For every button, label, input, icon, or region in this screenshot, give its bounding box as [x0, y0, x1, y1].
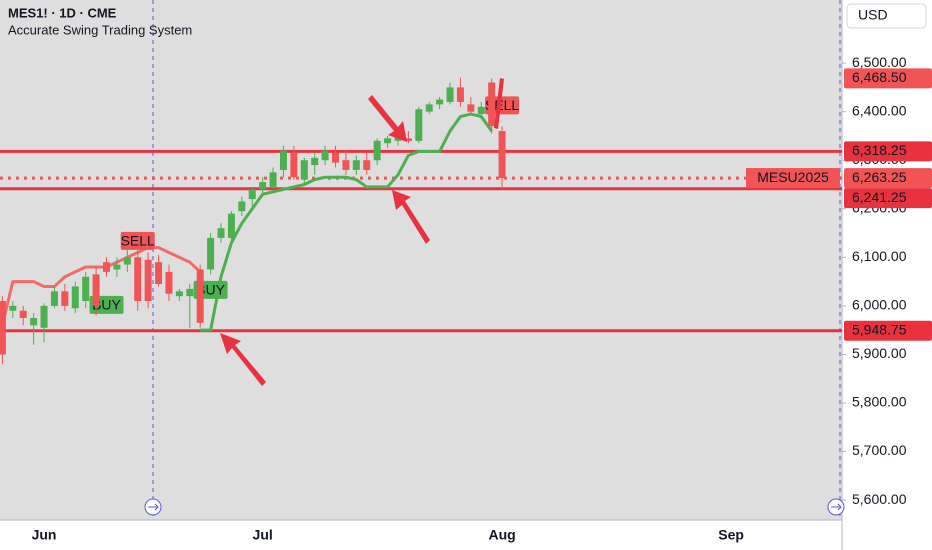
candle-body — [269, 172, 277, 187]
candle-body — [456, 87, 464, 102]
candle-body — [92, 274, 100, 306]
candle-body — [40, 305, 48, 328]
signal-box — [120, 231, 155, 250]
candle-body — [19, 310, 27, 319]
price-label-box — [844, 188, 932, 209]
candle-body — [415, 109, 423, 141]
x-tick-label: Sep — [718, 527, 744, 543]
arrow — [220, 333, 266, 386]
y-tick-label: 5,600.00 — [852, 491, 907, 507]
candle-body — [352, 160, 360, 170]
y-tick-label: 5,700.00 — [852, 442, 907, 458]
x-tick-label: Jul — [253, 527, 273, 543]
y-tick-label: 6,100.00 — [852, 248, 907, 264]
price-label-box — [844, 68, 932, 89]
price-axis — [842, 0, 932, 550]
candle-body — [436, 99, 444, 105]
candle-body — [290, 152, 298, 178]
candle-body — [373, 140, 381, 161]
y-tick-label: 6,400.00 — [852, 102, 907, 118]
candle-body — [404, 138, 412, 141]
candle-body — [248, 189, 256, 200]
candle-body — [488, 82, 496, 127]
candle-body — [446, 87, 454, 102]
y-tick-label: 5,800.00 — [852, 394, 907, 410]
arrows — [220, 78, 504, 386]
candle-body — [363, 160, 371, 170]
x-tick-label: Aug — [488, 527, 515, 543]
candle-body — [9, 305, 17, 311]
stop-line — [200, 112, 493, 332]
candle-body — [175, 291, 183, 297]
price-label: 6,263.25 — [852, 169, 907, 185]
candle-body — [30, 318, 38, 326]
candle-body — [238, 201, 246, 212]
stop-line — [0, 246, 202, 326]
candle-body — [259, 182, 267, 190]
candle-body — [61, 291, 69, 306]
candle-body — [227, 213, 235, 238]
price-label-box — [844, 320, 932, 341]
candle-body — [498, 131, 506, 179]
candle-body — [467, 104, 475, 112]
price-label-box — [844, 141, 932, 162]
candle-body — [196, 269, 204, 323]
symbol-tag — [746, 168, 840, 189]
candle-body — [103, 262, 110, 272]
signal-label: SELL — [121, 233, 155, 249]
candle-body — [50, 291, 58, 306]
y-tick-label: 6,500.00 — [852, 54, 907, 70]
event-icon-glyph — [148, 503, 159, 511]
candle-body — [134, 257, 142, 302]
candle-body — [342, 160, 350, 170]
candle-body — [321, 150, 329, 161]
arrow — [368, 95, 407, 142]
currency-label: USD — [858, 7, 888, 23]
chart-title: MES1! · 1D · CME — [8, 5, 117, 20]
candle-body — [155, 262, 163, 285]
currency-button[interactable] — [846, 3, 927, 29]
price-label: 6,241.25 — [852, 189, 907, 205]
x-tick-label: Jun — [32, 527, 57, 543]
candle-body — [300, 160, 308, 180]
candle-body — [123, 257, 131, 265]
candle-body — [279, 150, 287, 170]
candle-body — [477, 106, 485, 115]
candle-body — [113, 264, 121, 270]
candle-body — [425, 104, 433, 112]
candle-body — [384, 138, 392, 144]
candle-body — [311, 157, 319, 166]
candle-body — [0, 301, 6, 355]
price-label: 6,468.50 — [852, 69, 907, 85]
arrow — [392, 190, 430, 244]
symbol-tag-label: MESU2025 — [757, 169, 829, 185]
price-label-box — [844, 168, 932, 189]
candle-body — [332, 152, 340, 163]
candle-body — [71, 286, 79, 309]
time-axis — [0, 520, 842, 550]
y-tick-label: 5,900.00 — [852, 345, 907, 361]
chart-subtitle: Accurate Swing Trading System — [8, 22, 192, 37]
candle-body — [186, 288, 194, 297]
y-tick-label: 6,000.00 — [852, 297, 907, 313]
arrow — [494, 78, 504, 129]
candle-body — [144, 259, 152, 302]
price-label: 5,948.75 — [852, 321, 907, 337]
candle-body — [165, 271, 173, 294]
candle-body — [82, 276, 90, 302]
candle-body — [217, 228, 225, 238]
price-label: 6,318.25 — [852, 142, 907, 158]
event-icon-glyph — [831, 503, 842, 511]
candle-body — [207, 237, 215, 270]
